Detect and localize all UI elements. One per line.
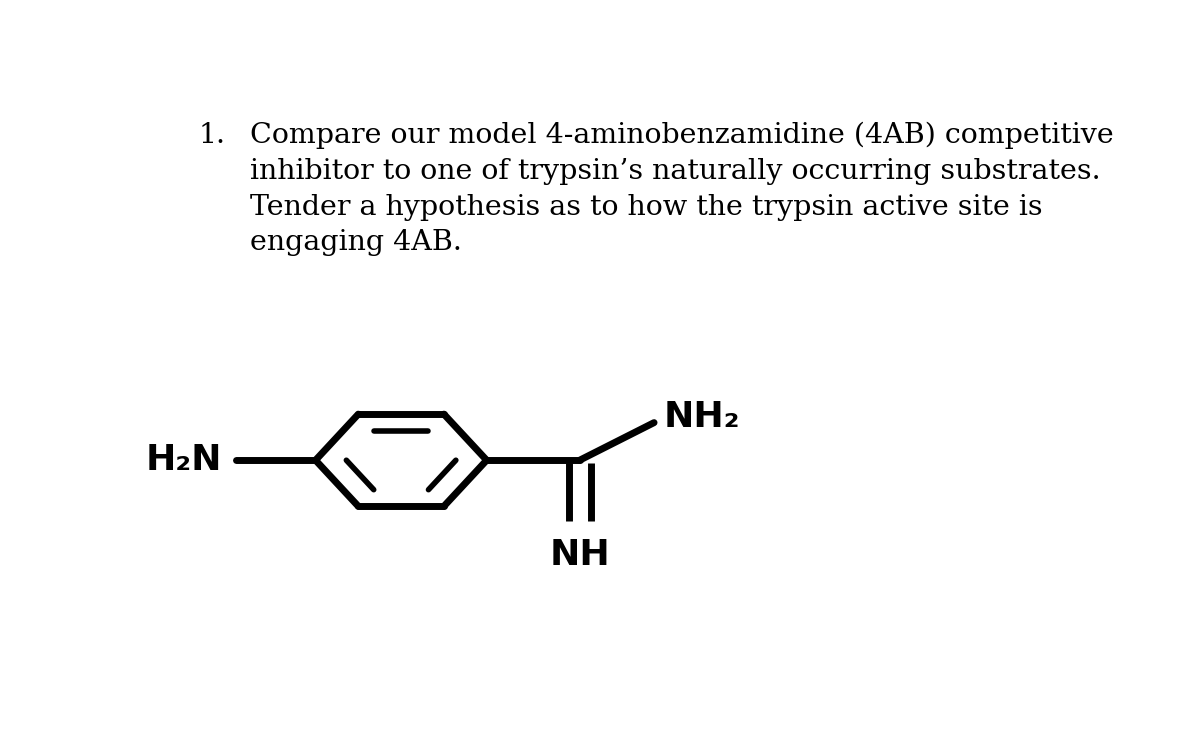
Text: NH: NH bbox=[550, 538, 610, 572]
Text: NH₂: NH₂ bbox=[664, 400, 740, 434]
Text: H₂N: H₂N bbox=[146, 443, 222, 477]
Text: 1.: 1. bbox=[198, 122, 226, 149]
Text: Tender a hypothesis as to how the trypsin active site is: Tender a hypothesis as to how the trypsi… bbox=[251, 194, 1043, 221]
Text: Compare our model 4-aminobenzamidine (4AB) competitive: Compare our model 4-aminobenzamidine (4A… bbox=[251, 122, 1114, 149]
Text: engaging 4AB.: engaging 4AB. bbox=[251, 230, 462, 257]
Text: inhibitor to one of trypsin’s naturally occurring substrates.: inhibitor to one of trypsin’s naturally … bbox=[251, 158, 1102, 185]
